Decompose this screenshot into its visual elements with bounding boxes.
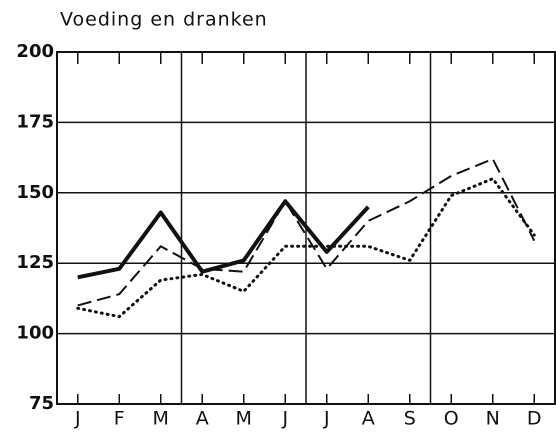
x-tick-label: J <box>281 408 288 430</box>
y-tick-label: 200 <box>16 41 54 62</box>
x-tick-label: A <box>196 408 209 430</box>
y-tick-label: 125 <box>16 252 54 273</box>
x-tick-label: J <box>323 408 330 430</box>
x-tick-label: J <box>74 408 81 430</box>
line-series <box>76 177 536 319</box>
x-tick-label: M <box>236 408 252 430</box>
y-tick-label: 75 <box>29 393 54 414</box>
x-tick-label: O <box>444 408 459 430</box>
chart-title: Voeding en dranken <box>60 9 268 31</box>
line-series <box>77 199 370 280</box>
x-tick-label: D <box>527 408 542 430</box>
x-tick-label: A <box>362 408 375 430</box>
x-tick-label: F <box>114 408 125 430</box>
y-tick-label: 150 <box>16 182 54 203</box>
x-tick-label: M <box>153 408 169 430</box>
y-tick-label: 175 <box>16 111 54 132</box>
line-series <box>77 158 536 307</box>
x-tick-label: S <box>404 408 416 430</box>
x-tick-label: N <box>486 408 500 430</box>
y-tick-label: 100 <box>16 323 54 344</box>
